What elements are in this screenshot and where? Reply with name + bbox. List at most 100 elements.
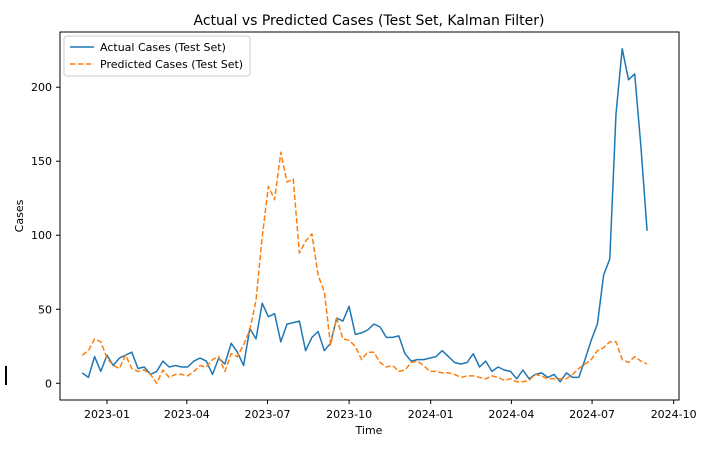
data-point-predicted bbox=[236, 355, 238, 357]
data-point-actual bbox=[137, 367, 139, 369]
data-point-actual bbox=[429, 357, 431, 359]
data-point-actual bbox=[540, 372, 542, 374]
x-tick-label: 2024-07 bbox=[569, 408, 615, 421]
data-point-actual bbox=[211, 373, 213, 375]
series-line-predicted bbox=[81, 151, 648, 385]
data-point-predicted bbox=[162, 369, 164, 371]
plot-frame bbox=[59, 31, 680, 401]
data-point-actual bbox=[323, 350, 325, 352]
data-point-predicted bbox=[218, 355, 220, 357]
data-point-actual bbox=[478, 366, 480, 368]
data-point-actual bbox=[634, 73, 636, 75]
data-point-actual bbox=[93, 355, 95, 357]
data-point-actual bbox=[131, 351, 133, 353]
data-point-predicted bbox=[540, 375, 542, 377]
y-axis: 0 50 100 150 200 bbox=[31, 81, 60, 390]
data-point-actual bbox=[267, 316, 269, 318]
data-point-actual bbox=[404, 353, 406, 355]
data-point-predicted bbox=[187, 375, 189, 377]
data-point-actual bbox=[472, 353, 474, 355]
data-point-predicted bbox=[410, 361, 412, 363]
data-point-actual bbox=[584, 358, 586, 360]
x-tick-label: 2023-01 bbox=[84, 408, 130, 421]
data-point-actual bbox=[441, 350, 443, 352]
data-point-actual bbox=[435, 355, 437, 357]
y-tick-label: 150 bbox=[31, 155, 52, 168]
data-point-predicted bbox=[193, 370, 195, 372]
data-point-predicted bbox=[497, 376, 499, 378]
legend: Actual Cases (Test Set) Predicted Cases … bbox=[63, 35, 251, 77]
data-point-actual bbox=[379, 326, 381, 328]
data-point-actual bbox=[453, 361, 455, 363]
legend-label-predicted: Predicted Cases (Test Set) bbox=[100, 58, 243, 71]
x-axis-label: Time bbox=[355, 424, 383, 437]
data-point-predicted bbox=[472, 375, 474, 377]
data-point-predicted bbox=[385, 366, 387, 368]
data-point-predicted bbox=[81, 354, 83, 356]
data-point-actual bbox=[180, 366, 182, 368]
data-point-actual bbox=[298, 320, 300, 322]
data-point-predicted bbox=[93, 338, 95, 340]
data-point-actual bbox=[174, 364, 176, 366]
x-tick-label: 2024-01 bbox=[408, 408, 454, 421]
data-point-actual bbox=[354, 333, 356, 335]
data-point-actual bbox=[385, 336, 387, 338]
data-point-actual bbox=[280, 341, 282, 343]
data-point-predicted bbox=[435, 370, 437, 372]
legend-label-actual: Actual Cases (Test Set) bbox=[100, 41, 226, 54]
data-point-predicted bbox=[485, 378, 487, 380]
data-point-actual bbox=[348, 305, 350, 307]
data-point-actual bbox=[242, 364, 244, 366]
data-point-actual bbox=[615, 113, 617, 115]
data-point-actual bbox=[497, 366, 499, 368]
data-point-predicted bbox=[304, 240, 306, 242]
data-point-predicted bbox=[137, 370, 139, 372]
data-point-predicted bbox=[323, 290, 325, 292]
data-point-actual bbox=[485, 360, 487, 362]
y-tick-label: 0 bbox=[45, 377, 52, 390]
y-tick-label: 100 bbox=[31, 229, 52, 242]
data-point-predicted bbox=[168, 376, 170, 378]
data-point-predicted bbox=[553, 378, 555, 380]
data-point-predicted bbox=[255, 299, 257, 301]
x-tick-label: 2023-10 bbox=[326, 408, 372, 421]
data-point-predicted bbox=[596, 350, 598, 352]
data-point-predicted bbox=[261, 236, 263, 238]
data-point-predicted bbox=[646, 363, 648, 365]
data-point-predicted bbox=[211, 358, 213, 360]
data-point-actual bbox=[447, 355, 449, 357]
data-point-predicted bbox=[224, 370, 226, 372]
data-point-predicted bbox=[602, 347, 604, 349]
y-tick-label: 50 bbox=[38, 303, 52, 316]
data-point-predicted bbox=[242, 344, 244, 346]
data-point-actual bbox=[236, 351, 238, 353]
data-point-actual bbox=[596, 323, 598, 325]
data-point-actual bbox=[590, 339, 592, 341]
data-point-actual bbox=[205, 360, 207, 362]
data-point-actual bbox=[156, 370, 158, 372]
data-point-predicted bbox=[453, 373, 455, 375]
data-point-actual bbox=[143, 366, 145, 368]
data-point-actual bbox=[187, 366, 189, 368]
data-point-predicted bbox=[404, 369, 406, 371]
plot-area bbox=[59, 31, 680, 401]
data-point-predicted bbox=[273, 199, 275, 201]
data-point-actual bbox=[391, 336, 393, 338]
data-point-actual bbox=[602, 274, 604, 276]
data-point-actual bbox=[627, 79, 629, 81]
data-point-predicted bbox=[429, 370, 431, 372]
data-point-predicted bbox=[478, 376, 480, 378]
data-point-predicted bbox=[447, 372, 449, 374]
data-point-predicted bbox=[342, 338, 344, 340]
data-point-actual bbox=[87, 376, 89, 378]
data-point-predicted bbox=[590, 358, 592, 360]
x-tick-label: 2023-04 bbox=[164, 408, 210, 421]
data-point-predicted bbox=[149, 373, 151, 375]
data-point-actual bbox=[100, 370, 102, 372]
data-point-predicted bbox=[373, 351, 375, 353]
data-point-actual bbox=[516, 378, 518, 380]
data-point-predicted bbox=[460, 376, 462, 378]
data-point-actual bbox=[311, 336, 313, 338]
data-point-predicted bbox=[578, 367, 580, 369]
data-point-actual bbox=[261, 302, 263, 304]
